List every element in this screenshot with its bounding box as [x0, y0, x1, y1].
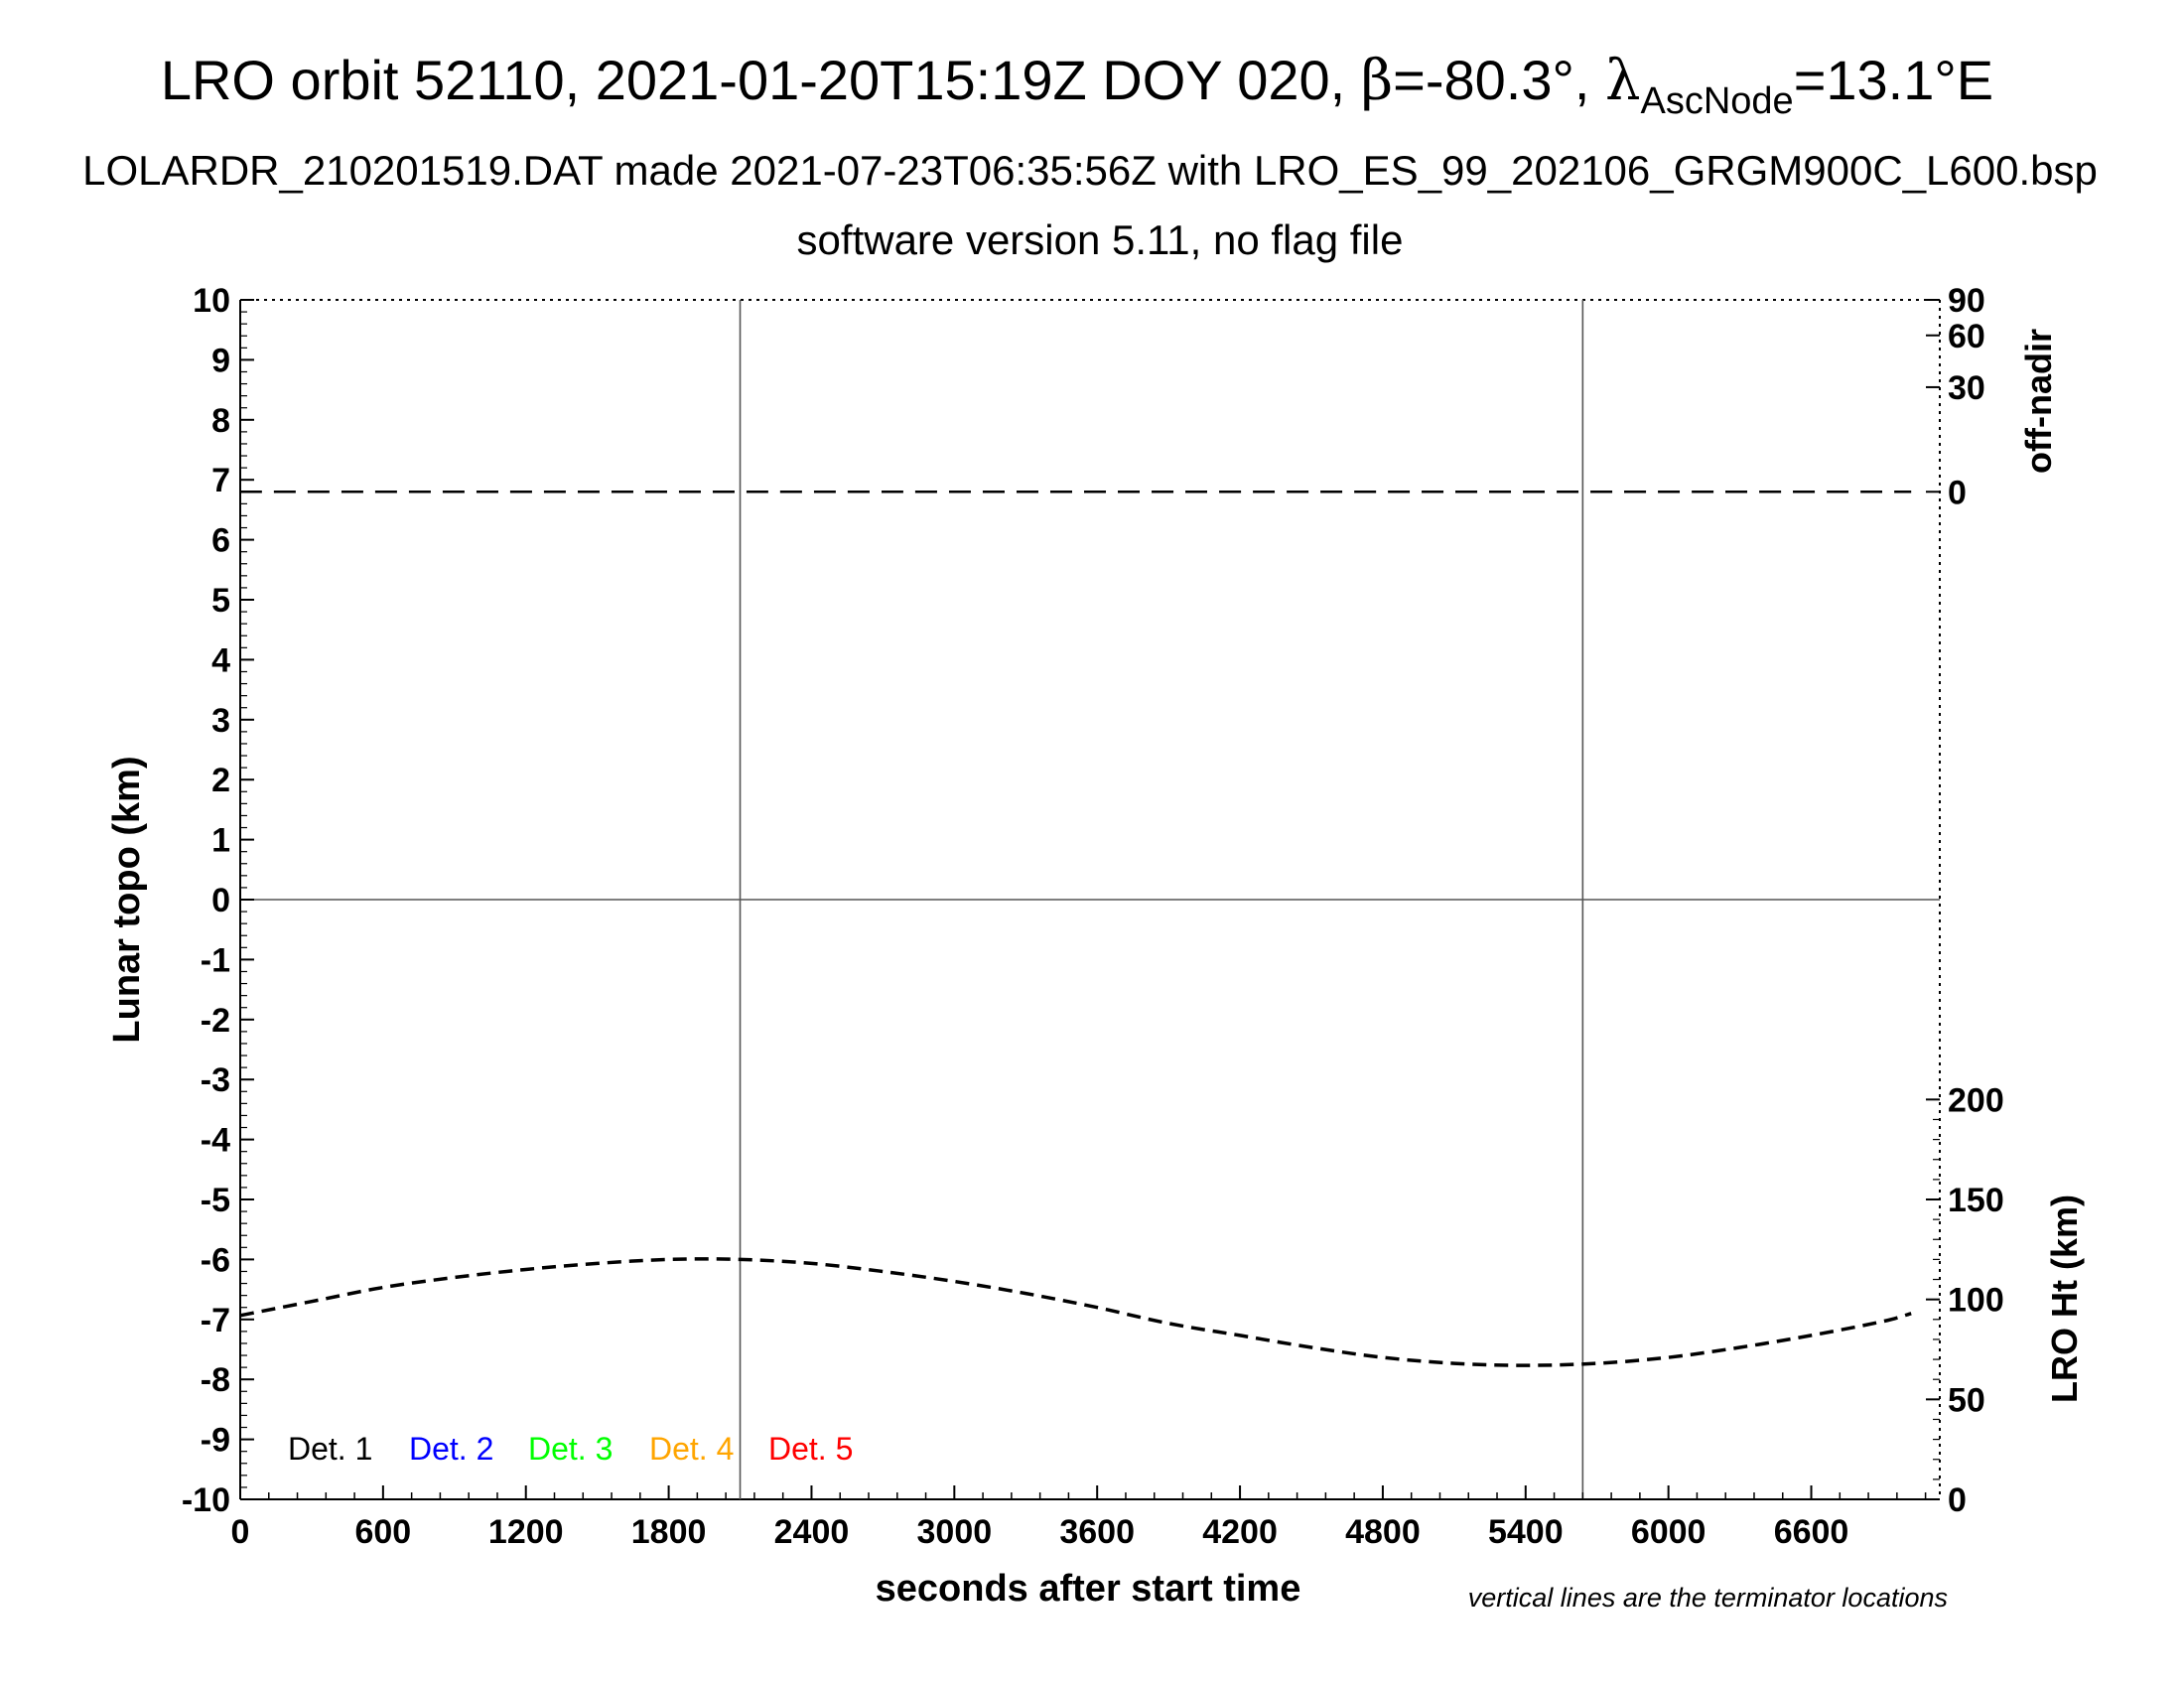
y-tick-label-10: 10: [193, 282, 230, 320]
y-tick-label--7: -7: [201, 1302, 230, 1339]
offnadir-tick-label-0: 0: [1948, 474, 1967, 511]
x-tick-label-600: 600: [354, 1513, 411, 1551]
x-tick-label-3000: 3000: [917, 1513, 993, 1551]
x-tick-label-1800: 1800: [631, 1513, 707, 1551]
legend-det-5: Det. 5: [768, 1431, 853, 1467]
x-tick-label-0: 0: [231, 1513, 250, 1551]
x-tick-label-6600: 6600: [1774, 1513, 1849, 1551]
y-tick-label--2: -2: [201, 1002, 230, 1040]
chart-subtitle-software: software version 5.11, no flag file: [797, 216, 1404, 263]
y-tick-label-9: 9: [211, 342, 230, 379]
axis-ticks: [239, 299, 1940, 1500]
x-tick-label-4200: 4200: [1202, 1513, 1278, 1551]
y-tick-label-0: 0: [211, 882, 230, 919]
y-tick-label-8: 8: [211, 402, 230, 440]
y-tick-label-7: 7: [211, 462, 230, 499]
legend-det-4: Det. 4: [649, 1431, 734, 1467]
x-tick-label-2400: 2400: [774, 1513, 850, 1551]
x-tick-label-1200: 1200: [488, 1513, 564, 1551]
y-tick-label-5: 5: [211, 582, 230, 620]
data-series: [239, 491, 1912, 1367]
chart-title: LRO orbit 52110, 2021-01-20T15:19Z DOY 0…: [161, 49, 1993, 122]
legend-det-1: Det. 1: [288, 1431, 372, 1467]
x-tick-label-3600: 3600: [1059, 1513, 1135, 1551]
x-tick-label-5400: 5400: [1488, 1513, 1564, 1551]
y-axis-label: Lunar topo (km): [106, 756, 148, 1043]
ht-tick-label-50: 50: [1948, 1381, 1985, 1419]
y-tick-label--3: -3: [201, 1061, 230, 1099]
y-tick-label-1: 1: [211, 822, 230, 860]
tick-labels: 0 600 1200 1800 2400 3000 3600 4200 4800 5400 6000…: [182, 282, 2004, 1551]
y-tick-label-4: 4: [211, 641, 230, 679]
ht-tick-label-100: 100: [1948, 1282, 2004, 1320]
x-tick-label-6000: 6000: [1631, 1513, 1706, 1551]
x-tick-label-4800: 4800: [1345, 1513, 1421, 1551]
y-tick-label-3: 3: [211, 702, 230, 740]
y-tick-label--5: -5: [201, 1182, 230, 1219]
y-tick-label--9: -9: [201, 1422, 230, 1460]
legend: Det. 1 Det. 2 Det. 3 Det. 4 Det. 5: [288, 1431, 853, 1467]
right-axis-bottom-label: LRO Ht (km): [2044, 1195, 2085, 1403]
gridlines: [240, 300, 1940, 1499]
offnadir-tick-label-30: 30: [1948, 369, 1985, 407]
legend-det-2: Det. 2: [409, 1431, 493, 1467]
y-tick-label--1: -1: [201, 941, 230, 979]
y-tick-label--8: -8: [201, 1361, 230, 1399]
ht-tick-label-150: 150: [1948, 1182, 2004, 1219]
series-lro-height: [239, 1257, 1912, 1367]
offnadir-tick-label-90: 90: [1948, 282, 1985, 320]
y-tick-label-6: 6: [211, 522, 230, 560]
legend-det-3: Det. 3: [528, 1431, 613, 1467]
footnote-terminator: vertical lines are the terminator locati…: [1468, 1583, 1948, 1613]
y-tick-label--10: -10: [182, 1481, 230, 1519]
y-tick-label--6: -6: [201, 1241, 230, 1279]
offnadir-tick-label-60: 60: [1948, 318, 1985, 355]
chart-subtitle-file: LOLARDR_210201519.DAT made 2021-07-23T06…: [82, 147, 2098, 194]
x-axis-label: seconds after start time: [876, 1568, 1301, 1610]
right-axis-top-label: off-nadir: [2018, 329, 2059, 474]
y-tick-label--4: -4: [201, 1122, 230, 1160]
y-tick-label-2: 2: [211, 762, 230, 799]
ht-tick-label-200: 200: [1948, 1081, 2004, 1119]
ht-tick-label-0: 0: [1948, 1481, 1967, 1519]
